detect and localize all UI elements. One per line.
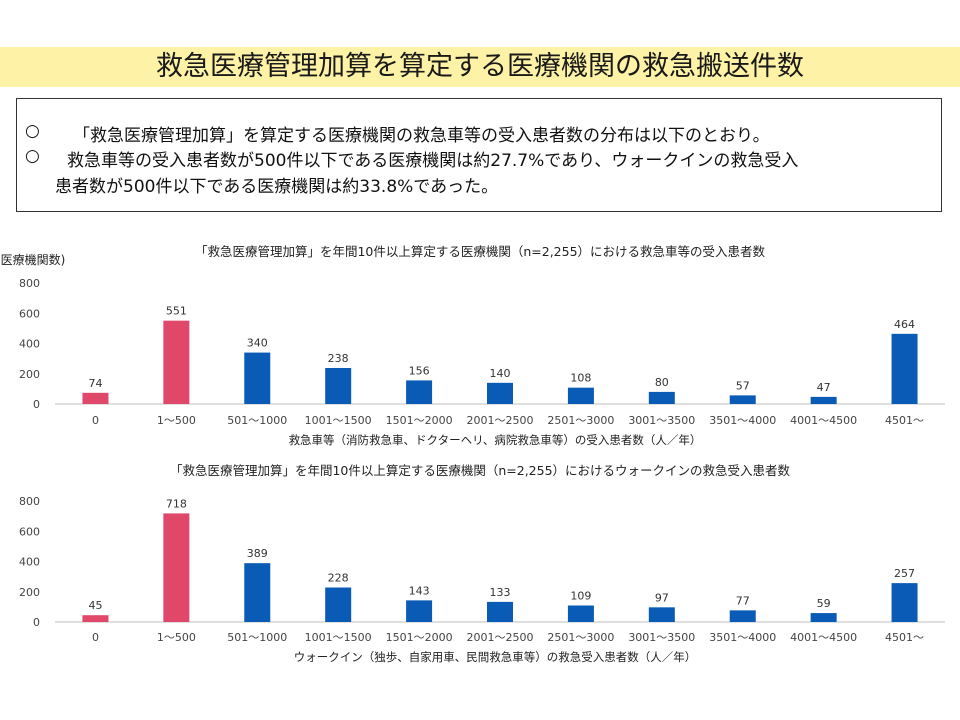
y-tick-label: 600 [19,307,40,320]
x-tick-label-6: 2501〜3000 [547,631,614,644]
bar-0 [82,392,109,404]
data-label-0: 74 [88,377,102,390]
data-label-2: 389 [247,547,268,560]
bullet-marker: ○ [25,121,40,141]
y-tick-label: 200 [19,368,40,381]
data-label-10: 257 [894,567,915,580]
bar-2 [244,352,271,404]
bar-3 [325,587,352,622]
x-tick-label-1: 1〜500 [157,631,196,644]
data-label-3: 228 [328,572,349,585]
x-tick-label-0: 0 [92,631,99,644]
data-label-6: 109 [570,590,591,603]
y-tick-label: 400 [19,338,40,351]
x-tick-label-9: 4001〜4500 [790,414,857,427]
bar-6 [567,605,594,622]
bar-10 [891,333,918,404]
x-tick-label-5: 2001〜2500 [467,414,534,427]
bar-9 [810,613,837,622]
data-label-4: 143 [409,584,430,597]
x-tick-label-4: 1501〜2000 [386,414,453,427]
x-tick-label-10: 4501〜 [885,631,924,644]
x-tick-label-8: 3501〜4000 [709,631,776,644]
bar-9 [810,396,837,404]
chart-title: 「救急医療管理加算」を年間10件以上算定する医療機関（n=2,255）におけるウ… [170,463,791,478]
y-tick-label: 800 [19,277,40,290]
x-tick-label-5: 2001〜2500 [467,631,534,644]
data-label-7: 97 [655,591,669,604]
title-banner: 救急医療管理加算を算定する医療機関の救急搬送件数 [0,47,960,87]
bar-5 [487,601,513,622]
bar-7 [648,391,675,404]
page-title: 救急医療管理加算を算定する医療機関の救急搬送件数 [156,51,804,82]
y-tick-label: 0 [33,616,40,629]
bar-2 [244,563,271,622]
data-label-5: 133 [490,586,511,599]
y-tick-label: 0 [33,398,40,411]
bar-5 [487,382,513,404]
data-label-2: 340 [247,337,268,350]
y-tick-label: 600 [19,525,40,538]
bullet-text: 「救急医療管理加算」を算定する医療機関の救急車等の受入患者数の分布は以下のとおり… [73,126,770,146]
data-label-6: 108 [570,372,591,385]
x-tick-label-6: 2501〜3000 [547,414,614,427]
x-tick-label-2: 501〜1000 [227,631,287,644]
data-label-3: 238 [328,352,349,365]
bullet-text: 救急車等の受入患者数が500件以下である医療機関は約27.7%であり、ウォークイ… [67,151,799,171]
data-label-5: 140 [490,367,511,380]
data-label-9: 59 [817,597,831,610]
y-tick-label: 200 [19,586,40,599]
x-tick-label-9: 4001〜4500 [790,631,857,644]
x-axis-label: ウォークイン（独歩、自家用車、民間救急車等）の救急受入患者数（人／年） [294,650,697,664]
x-tick-label-10: 4501〜 [885,414,924,427]
x-axis-label: 救急車等（消防救急車、ドクターヘリ、病院救急車等）の受入患者数（人／年） [289,433,702,447]
bar-8 [729,610,756,622]
data-label-8: 77 [736,594,750,607]
data-label-9: 47 [817,381,831,394]
y-tick-label: 800 [19,495,40,508]
x-tick-label-2: 501〜1000 [227,414,287,427]
bar-10 [891,583,918,622]
y-tick-label: 400 [19,556,40,569]
x-tick-label-8: 3501〜4000 [709,414,776,427]
data-label-0: 45 [88,599,102,612]
data-label-1: 551 [166,305,187,318]
summary-box: ○ 「救急医療管理加算」を算定する医療機関の救急車等の受入患者数の分布は以下のと… [16,98,942,212]
bullet-marker: ○ [25,146,40,166]
bar-4 [406,380,433,404]
x-tick-label-1: 1〜500 [157,414,196,427]
bar-8 [729,395,756,404]
data-label-4: 156 [409,364,430,377]
x-tick-label-0: 0 [92,414,99,427]
bar-0 [82,615,109,622]
bar-4 [406,600,433,622]
bar-7 [648,607,675,622]
x-tick-label-3: 1001〜1500 [305,631,372,644]
data-label-1: 718 [166,497,187,510]
bar-3 [325,368,352,404]
bar-6 [567,387,594,404]
x-tick-label-7: 3001〜3500 [628,631,695,644]
data-label-7: 80 [655,376,669,389]
x-tick-label-4: 1501〜2000 [386,631,453,644]
bullet-continuation-text: 患者数が500件以下である医療機関は約33.8%であった。 [55,177,499,197]
bar-1 [163,320,190,404]
y-axis-caption: (医療機関数) [0,252,65,267]
data-label-10: 464 [894,318,915,331]
data-label-8: 57 [736,379,750,392]
bar-1 [163,513,190,622]
x-tick-label-3: 1001〜1500 [305,414,372,427]
x-tick-label-7: 3001〜3500 [628,414,695,427]
chart-title: 「救急医療管理加算」を年間10件以上算定する医療機関（n=2,255）における救… [195,244,766,259]
charts-area: (医療機関数) 「救急医療管理加算」を年間10件以上算定する医療機関（n=2,2… [0,244,945,664]
